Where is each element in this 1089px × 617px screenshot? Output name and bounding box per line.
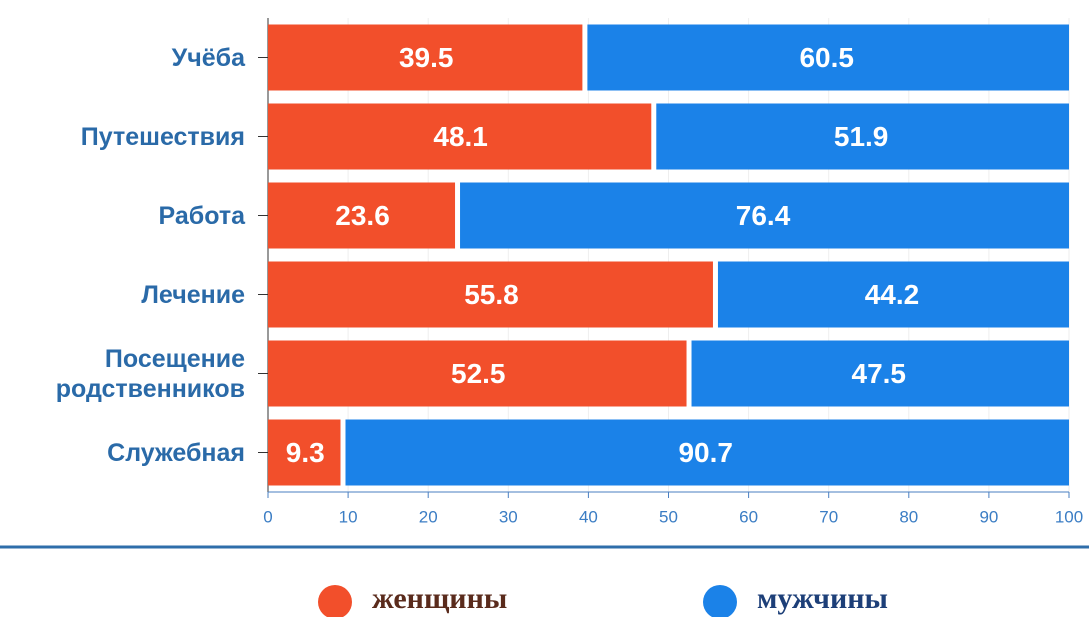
legend-marker	[703, 585, 737, 617]
bar-segment	[268, 419, 341, 486]
bar-segment	[268, 182, 456, 249]
x-tick-label: 10	[339, 507, 358, 526]
value-label: 39.5	[399, 42, 454, 73]
x-tick-label: 60	[739, 507, 758, 526]
value-label: 60.5	[799, 42, 854, 73]
x-tick-label: 50	[659, 507, 678, 526]
value-label: 90.7	[678, 437, 733, 468]
x-tick-label: 30	[499, 507, 518, 526]
value-label: 76.4	[736, 200, 791, 231]
value-label: 47.5	[852, 358, 907, 389]
x-tick-label: 40	[579, 507, 598, 526]
y-tick-label: Лечение	[141, 280, 245, 309]
bar-segment	[691, 340, 1069, 407]
value-label: 52.5	[451, 358, 506, 389]
legend-label: мужчины	[757, 582, 888, 615]
value-label: 23.6	[335, 200, 390, 231]
legend-marker	[318, 585, 352, 617]
y-tick-label: Посещение родственников	[55, 344, 245, 403]
bar-segment	[268, 24, 583, 91]
bar-segment	[268, 261, 713, 328]
x-tick-label: 0	[263, 507, 272, 526]
value-label: 9.3	[286, 437, 325, 468]
x-tick-label: 80	[899, 507, 918, 526]
value-label: 55.8	[464, 279, 519, 310]
x-tick-label: 70	[819, 507, 838, 526]
bar-segment	[717, 261, 1069, 328]
bar-segment	[656, 103, 1069, 170]
value-label: 44.2	[865, 279, 920, 310]
y-tick-label: Путешествия	[80, 122, 245, 151]
x-tick-label: 100	[1055, 507, 1083, 526]
value-label: 48.1	[433, 121, 488, 152]
bar-segment	[268, 340, 687, 407]
y-tick-label: Работа	[158, 201, 246, 230]
bar-segment	[268, 103, 652, 170]
x-tick-label: 20	[419, 507, 438, 526]
bar-segment	[345, 419, 1069, 486]
bar-segment	[587, 24, 1069, 91]
bar-segment	[460, 182, 1069, 249]
x-tick-label: 90	[979, 507, 998, 526]
value-label: 51.9	[834, 121, 889, 152]
y-tick-label: Служебная	[107, 438, 245, 467]
legend-label: женщины	[372, 582, 507, 615]
y-tick-label: Учёба	[171, 43, 245, 72]
